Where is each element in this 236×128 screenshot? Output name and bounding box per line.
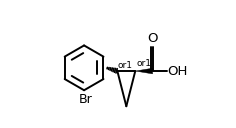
Text: or1: or1	[118, 61, 133, 70]
Text: or1: or1	[137, 60, 152, 68]
Polygon shape	[135, 68, 152, 74]
Text: OH: OH	[167, 65, 188, 78]
Text: Br: Br	[79, 93, 92, 106]
Text: O: O	[147, 31, 158, 45]
